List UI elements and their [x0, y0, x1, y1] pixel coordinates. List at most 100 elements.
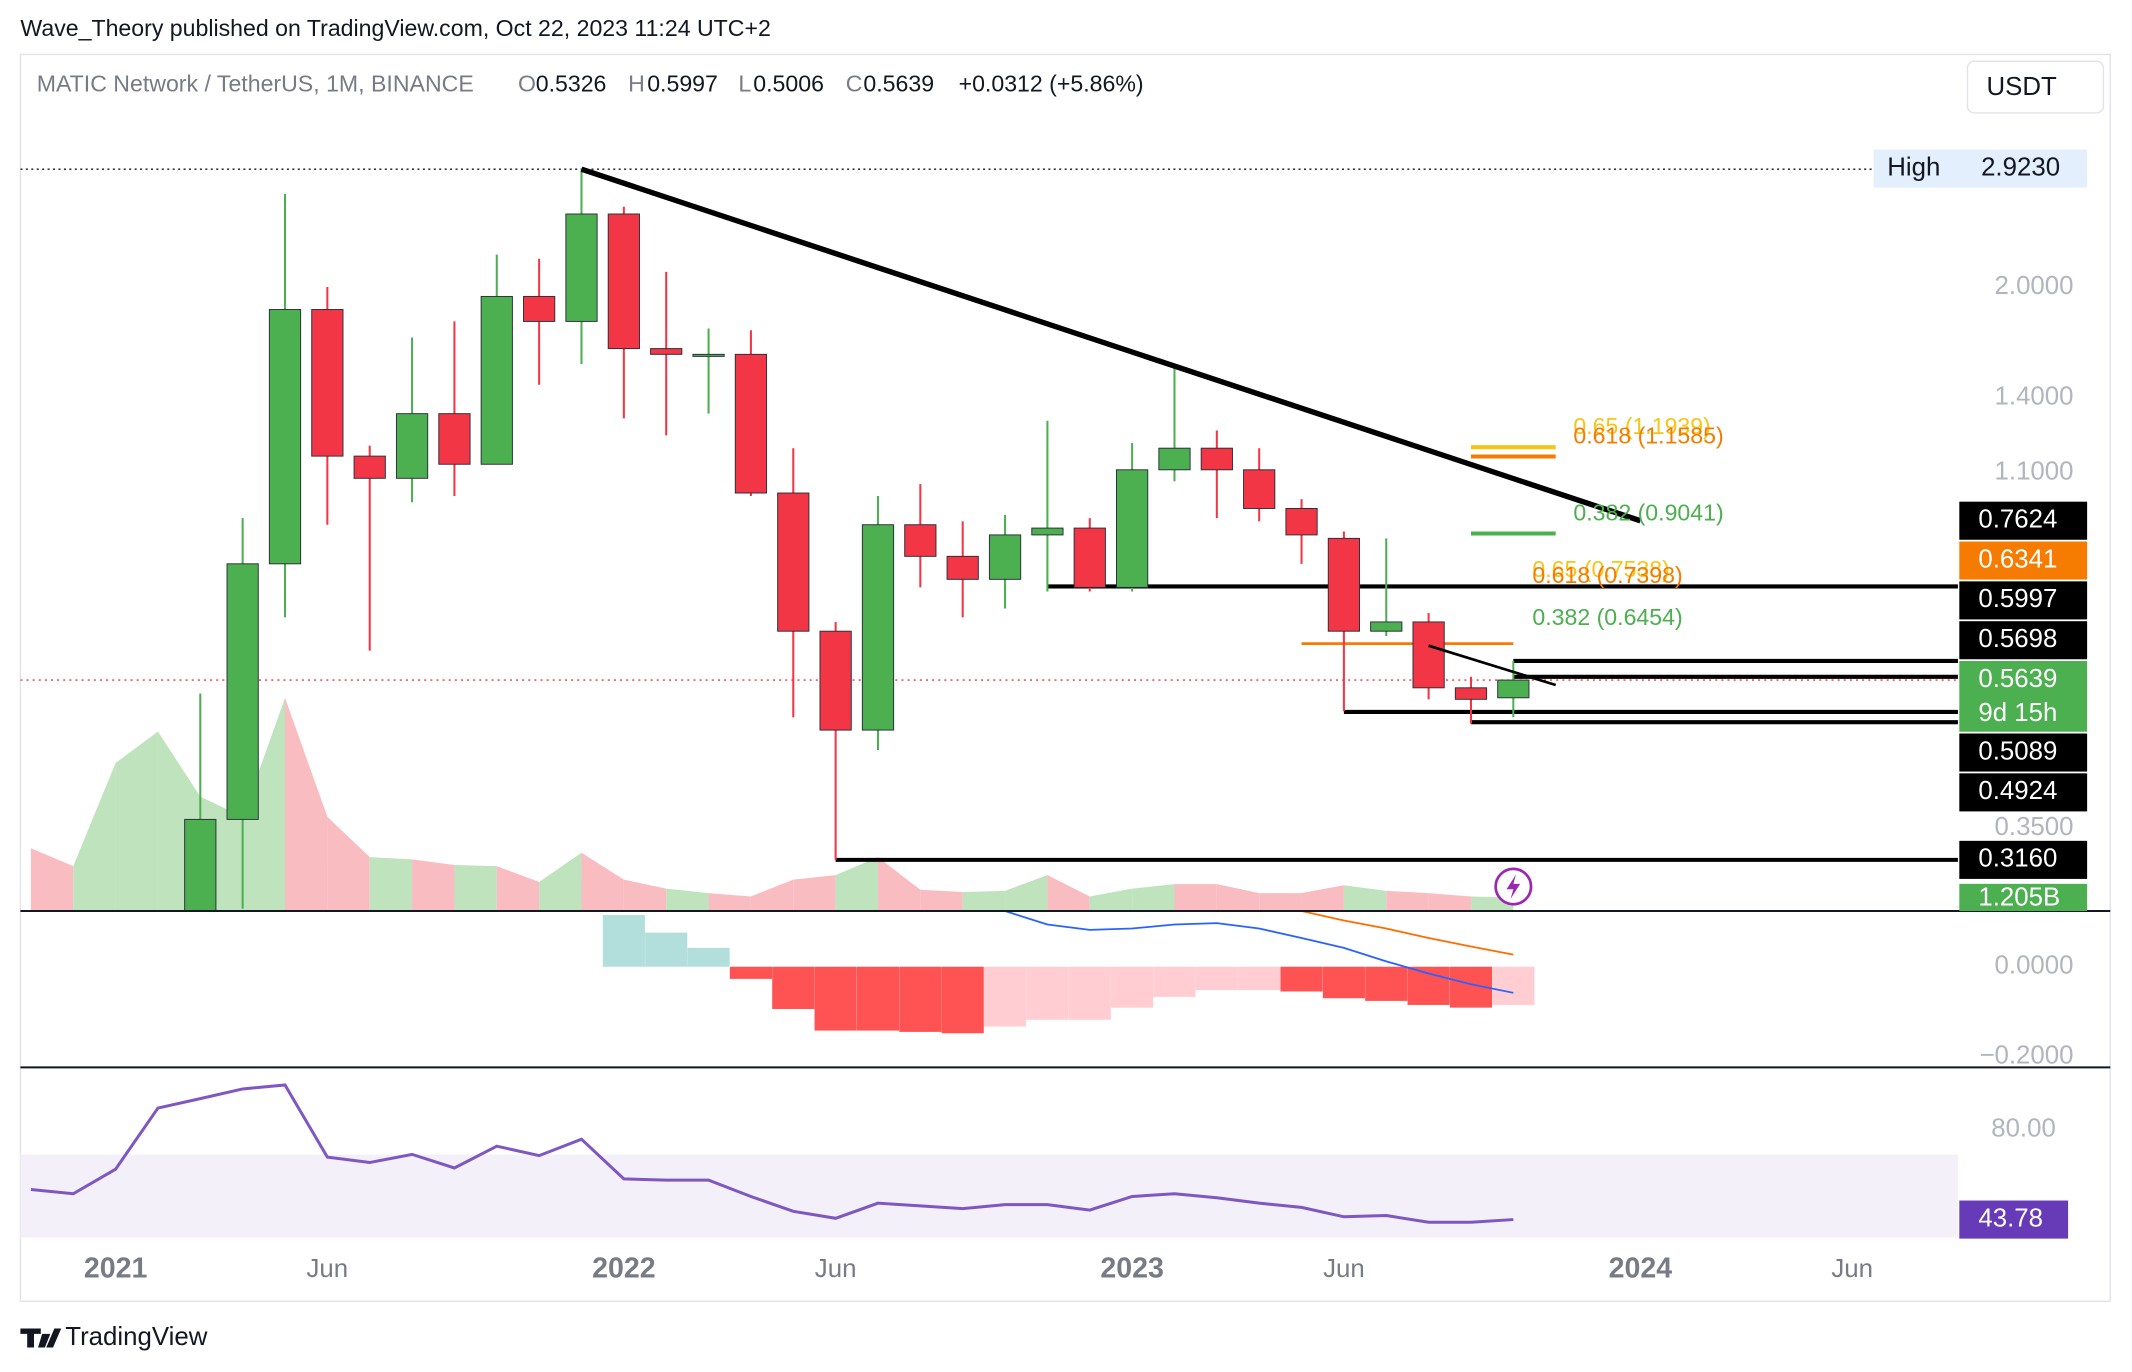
macd-bar	[1153, 966, 1196, 997]
legend-change: +0.0312 (+5.86%)	[959, 71, 1144, 97]
candle-body	[819, 630, 852, 731]
currency-button[interactable]	[1966, 60, 2105, 114]
volume-area	[242, 697, 286, 912]
volume-label: 1.205B	[1978, 884, 2060, 912]
rsi-band	[20, 1154, 1958, 1238]
volume-area	[1259, 893, 1302, 912]
macd-bar	[729, 966, 772, 979]
footer-brand: TradingView	[65, 1323, 207, 1351]
candle-body	[1031, 527, 1064, 536]
volume-area	[1301, 885, 1344, 912]
publish-title: Wave_Theory published on TradingView.com…	[20, 15, 770, 41]
fib-label: 0.65 (0.7538)	[1532, 556, 1669, 582]
candle-body	[904, 524, 937, 557]
volume-area	[30, 848, 74, 912]
volume-area	[73, 762, 116, 912]
price-label-box	[1959, 773, 2088, 812]
macd-bar	[1238, 966, 1281, 991]
legend-open: 0.5326	[536, 71, 607, 97]
volume-area	[1216, 884, 1260, 912]
candle-body	[861, 524, 895, 731]
volume-area	[1132, 884, 1175, 912]
candle-body	[607, 213, 640, 350]
x-tick-label: 2021	[84, 1253, 148, 1285]
volume-area	[666, 888, 709, 912]
volume-area	[920, 889, 963, 912]
volume-area	[708, 893, 751, 912]
price-label: 0.5698	[1978, 625, 2057, 653]
macd-bar	[1195, 966, 1238, 991]
volume-area	[454, 865, 497, 912]
x-tick-label: Jun	[1323, 1255, 1365, 1283]
candle-body	[1158, 447, 1191, 471]
price-label: 0.5089	[1978, 737, 2057, 765]
currency-label: USDT	[1987, 73, 2058, 101]
price-label: 0.6341	[1978, 545, 2057, 573]
logo	[20, 1328, 62, 1348]
candle-body	[1327, 537, 1361, 632]
legend-symbol: MATIC Network / TetherUS, 1M, BINANCE	[37, 71, 474, 97]
x-tick-label: Jun	[307, 1255, 349, 1283]
high-label: High	[1887, 153, 1940, 181]
rsi-pane	[20, 1083, 1958, 1238]
fib-label: 0.382 (0.6454)	[1532, 604, 1682, 630]
macd-bar	[687, 947, 730, 967]
rsi-label: 43.78	[1978, 1204, 2043, 1232]
legend: MATIC Network / TetherUS, 1M, BINANCE O …	[37, 71, 1144, 97]
trendline	[580, 166, 1642, 524]
candle-body	[988, 534, 1022, 580]
legend-low: 0.5006	[753, 71, 824, 97]
macd-tick-label: −0.2000	[1979, 1041, 2073, 1069]
macd-bar	[772, 966, 815, 1009]
x-tick-label: 2023	[1100, 1253, 1164, 1285]
rsi-label-box	[1959, 1200, 2069, 1239]
legend-letter: H	[628, 71, 645, 97]
candle-body	[1243, 469, 1276, 509]
macd-bar	[899, 966, 942, 1032]
volume-area	[1089, 888, 1133, 912]
price-label-box	[1959, 840, 2088, 879]
fib-label: 0.382 (0.9041)	[1573, 500, 1723, 526]
signal-line	[1301, 911, 1514, 956]
candle-body	[565, 213, 598, 322]
macd-bar	[645, 932, 688, 967]
legend-letter: C	[846, 71, 863, 97]
volume-area	[877, 857, 921, 912]
price-label-box	[1959, 581, 2088, 620]
price-label: 0.4924	[1978, 777, 2057, 805]
macd-bar	[602, 915, 645, 967]
alert-bolt	[1506, 874, 1521, 899]
rsi-tick-label: 80.00	[1991, 1115, 2056, 1143]
candle-body	[1073, 527, 1106, 588]
candle-body	[438, 413, 471, 465]
x-tick-label: 2024	[1609, 1253, 1673, 1285]
volume-area	[1343, 885, 1387, 912]
macd-bar	[941, 966, 984, 1034]
fib-label: 0.65 (1.1939)	[1573, 413, 1710, 439]
volume-area	[962, 890, 1006, 912]
y-tick-label: 1.4000	[1995, 383, 2074, 411]
candle-body	[777, 492, 810, 632]
volume-area	[285, 697, 328, 912]
candle-body	[1454, 687, 1488, 700]
candle-body	[650, 348, 683, 355]
candle-body	[1370, 621, 1403, 632]
macd-bar	[1026, 966, 1069, 1020]
y-tick-label: 1.1000	[1995, 457, 2074, 485]
macd-bar	[1068, 966, 1111, 1020]
volume-area	[581, 852, 624, 912]
countdown-label: 9d 15h	[1978, 699, 2057, 727]
candle-body	[946, 555, 979, 580]
price-label: 0.5997	[1978, 585, 2057, 613]
volume-area	[1174, 884, 1217, 912]
volume-area	[369, 857, 413, 912]
volume-area	[623, 879, 667, 912]
volume-area	[750, 879, 794, 912]
price-label-box	[1959, 661, 2088, 732]
legend-high: 0.5997	[647, 71, 718, 97]
macd-bar	[983, 966, 1027, 1027]
candle-body	[1412, 621, 1445, 689]
candle-body	[523, 295, 556, 322]
